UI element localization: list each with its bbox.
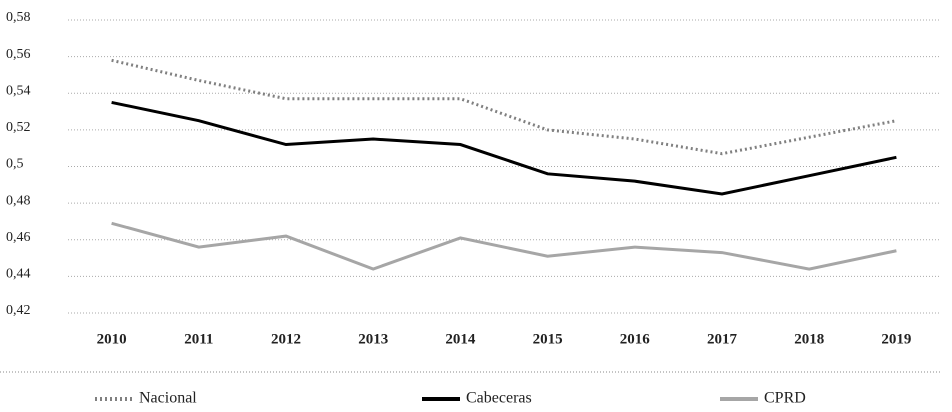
x-tick-label: 2013 (358, 331, 388, 347)
y-tick-label: 0,58 (6, 10, 31, 25)
x-tick-label: 2010 (97, 331, 127, 347)
legend-label: Nacional (139, 390, 197, 407)
x-tick-label: 2018 (794, 331, 824, 347)
y-tick-label: 0,46 (6, 230, 31, 245)
x-tick-label: 2016 (620, 331, 651, 347)
x-tick-label: 2017 (707, 331, 738, 347)
y-tick-label: 0,5 (6, 157, 24, 172)
series-line (111, 58, 897, 156)
x-tick-label: 2019 (881, 331, 911, 347)
y-tick-label: 0,54 (6, 83, 31, 98)
y-tick-label: 0,48 (6, 193, 31, 208)
x-tick-label: 2011 (184, 331, 213, 347)
series-line (111, 100, 897, 196)
legend-label: Cabeceras (466, 390, 532, 407)
y-tick-label: 0,44 (6, 267, 31, 282)
legend-label: CPRD (764, 390, 806, 407)
y-tick-label: 0,56 (6, 47, 31, 62)
y-tick-label: 0,42 (6, 303, 31, 318)
x-tick-label: 2012 (271, 331, 301, 347)
x-tick-label: 2014 (445, 331, 476, 347)
series-line (111, 221, 897, 271)
x-tick-label: 2015 (533, 331, 563, 347)
y-tick-label: 0,52 (6, 120, 31, 135)
